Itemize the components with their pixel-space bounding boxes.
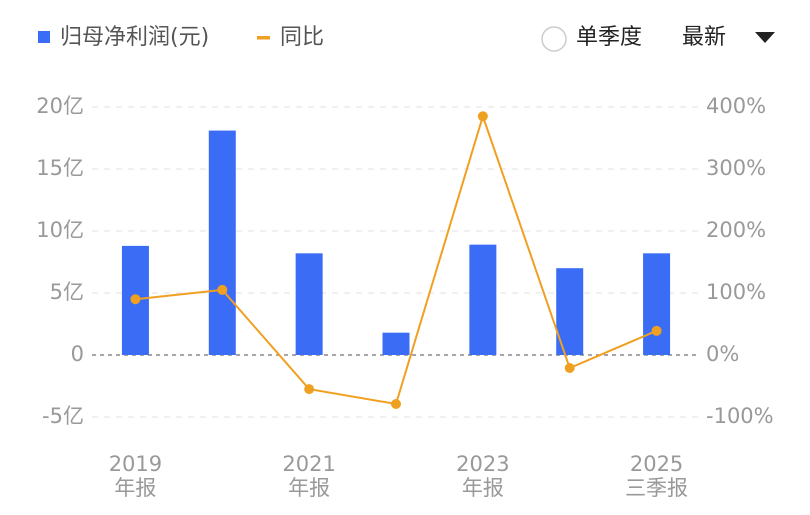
x-tick-label: 2021 (282, 452, 335, 476)
dropdown-label[interactable]: 最新 (682, 25, 726, 50)
line-point (477, 111, 488, 122)
y-tick-label: -5亿 (42, 404, 84, 428)
line-point (564, 363, 575, 374)
y2-tick-label: 200% (706, 218, 766, 242)
y2-tick-label: 400% (706, 94, 766, 118)
line-point (304, 384, 315, 395)
dropdown-arrow[interactable] (755, 32, 775, 43)
x-tick-label: 2019 (109, 452, 162, 476)
y2-tick-label: -100% (706, 404, 774, 428)
x-tick-label: 年报 (288, 476, 330, 500)
line-point (391, 398, 401, 409)
y2-tick-label: 100% (706, 280, 766, 304)
radio[interactable] (541, 26, 567, 52)
y-tick-label: 15亿 (36, 156, 84, 180)
legend-label: 同比 (280, 25, 324, 50)
toggle-label[interactable]: 单季度 (576, 25, 642, 50)
line-point (217, 284, 228, 295)
bar (469, 244, 497, 355)
legend-label: 归母净利润(元) (60, 25, 209, 50)
period-dropdown[interactable]: 最新 (682, 25, 775, 50)
y-tick-label: 5亿 (50, 280, 84, 304)
y2-tick-label: 300% (706, 156, 766, 180)
y2-tick-label: 0% (706, 342, 739, 366)
y-tick-label: 20亿 (36, 94, 84, 118)
x-tick-label: 2025 (630, 452, 683, 476)
bar (382, 332, 410, 355)
bar (208, 130, 236, 355)
legend-swatch-bar (38, 31, 50, 43)
line-point (130, 294, 141, 305)
y-tick-label: 0 (71, 342, 84, 366)
x-tick-label: 2023 (456, 452, 509, 476)
x-tick-label: 三季报 (625, 476, 688, 500)
bar (295, 253, 323, 355)
x-tick-label: 年报 (462, 476, 504, 500)
y-tick-label: 10亿 (36, 218, 84, 242)
bar (643, 253, 671, 355)
line-point (651, 325, 662, 336)
legend-swatch-line (257, 36, 270, 40)
x-tick-label: 年报 (114, 476, 156, 500)
single-quarter-toggle[interactable]: 单季度 (541, 25, 642, 52)
